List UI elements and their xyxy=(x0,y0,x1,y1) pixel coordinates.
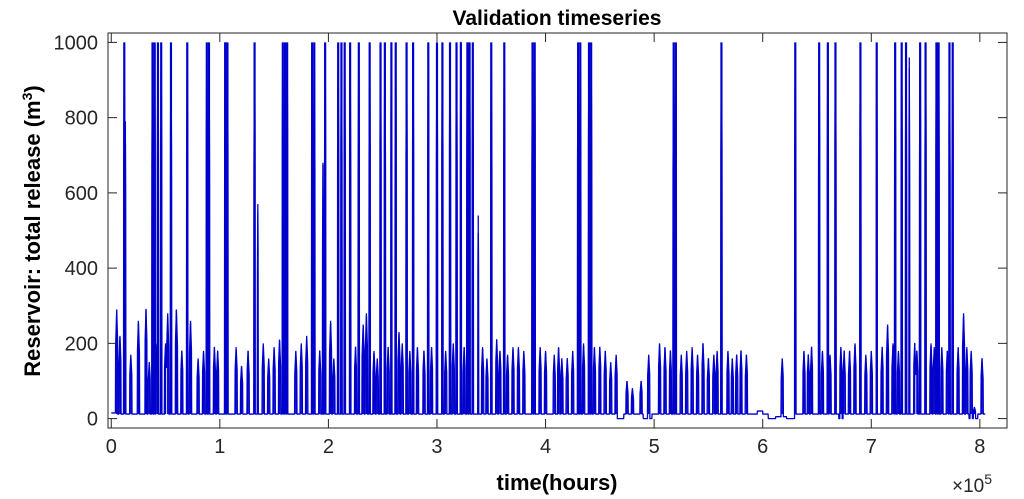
x-tick-label: 5 xyxy=(649,436,660,458)
x-tick-label: 4 xyxy=(540,436,551,458)
y-axis-label-superscript: 3 xyxy=(19,92,35,100)
y-tick-label: 800 xyxy=(65,108,98,130)
x-tick-label: 2 xyxy=(323,436,334,458)
x-tick-label: 1 xyxy=(214,436,225,458)
x-tick-label: 0 xyxy=(106,436,117,458)
series-layer xyxy=(110,41,986,420)
y-tick-label: 600 xyxy=(65,183,98,205)
x-tick-label: 3 xyxy=(431,436,442,458)
tick-layer: 0 1 2 3 4 5 6 7 8 0 200 400 600 800 1000 xyxy=(54,32,1007,458)
x-axis-exponent-power: 5 xyxy=(984,471,992,487)
x-axis-exponent-base: ×10 xyxy=(952,476,984,497)
y-tick-label: 200 xyxy=(65,333,98,355)
x-tick-label: 6 xyxy=(757,436,768,458)
x-tick-label: 8 xyxy=(974,436,985,458)
y-axis-label-close: ) xyxy=(20,85,45,92)
x-axis-label: time(hours) xyxy=(497,470,618,495)
y-axis-label-main: Reservoir: total release (m xyxy=(20,100,45,376)
x-axis-exponent: ×105 xyxy=(952,471,992,497)
y-tick-label: 1000 xyxy=(54,32,99,54)
series-line xyxy=(110,41,986,420)
x-tick-label: 7 xyxy=(866,436,877,458)
y-tick-label: 0 xyxy=(87,409,98,431)
y-tick-label: 400 xyxy=(65,258,98,280)
chart-title: Validation timeseries xyxy=(453,7,662,30)
y-axis-label: Reservoir: total release (m3) xyxy=(19,85,45,376)
axes-box xyxy=(107,32,1008,429)
